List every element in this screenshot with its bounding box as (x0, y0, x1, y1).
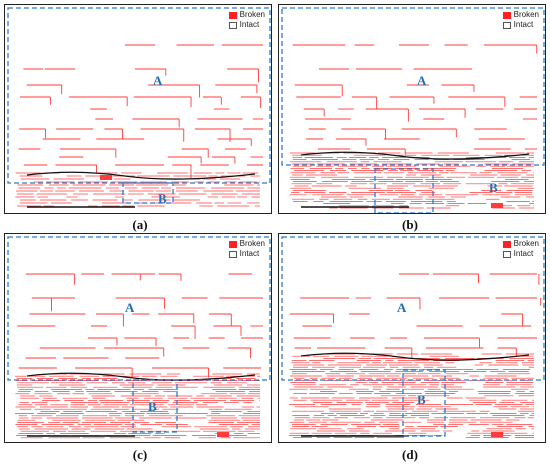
intact-swatch (502, 21, 511, 29)
legend-intact-label: Intact (513, 249, 534, 258)
legend-c: Broken Intact (228, 239, 265, 259)
crack-pattern-c (7, 236, 271, 439)
intact-swatch (502, 250, 511, 258)
caption-b: (b) (402, 217, 418, 232)
panel-b: Broken Intact A B (278, 4, 546, 214)
legend-a: Broken Intact (228, 10, 265, 30)
panel-c: Broken Intact A B (4, 233, 272, 443)
zone-label-a: A (397, 300, 407, 315)
caption-c: (c) (132, 447, 148, 462)
legend-broken-label: Broken (513, 239, 539, 248)
panel-a: Broken Intact A B (4, 4, 272, 214)
zone-label-b: B (158, 191, 167, 206)
caption-a: (a) (132, 217, 148, 232)
zone-label-b: B (489, 180, 498, 195)
broken-swatch (502, 11, 511, 19)
legend-b: Broken Intact (502, 10, 539, 30)
zone-label-a: A (417, 73, 427, 88)
crack-pattern-d (281, 236, 545, 438)
broken-swatch (228, 240, 237, 248)
legend-intact-label: Intact (513, 20, 534, 29)
intact-swatch (228, 21, 237, 29)
legend-broken-label: Broken (513, 10, 539, 19)
zone-label-a: A (153, 73, 163, 88)
legend-intact-label: Intact (239, 20, 260, 29)
legend-broken-label: Broken (239, 239, 265, 248)
zone-label-b: B (148, 399, 157, 414)
crack-pattern-a (7, 7, 271, 208)
crack-pattern-b (281, 7, 545, 213)
zone-label-b: B (417, 392, 426, 407)
broken-swatch (502, 240, 511, 248)
legend-broken-label: Broken (239, 10, 265, 19)
legend-d: Broken Intact (502, 239, 539, 259)
broken-swatch (228, 11, 237, 19)
legend-intact-label: Intact (239, 249, 260, 258)
caption-d: (d) (402, 447, 418, 462)
zone-label-a: A (125, 300, 135, 315)
intact-swatch (228, 250, 237, 258)
panel-d: Broken Intact A B (278, 233, 546, 443)
